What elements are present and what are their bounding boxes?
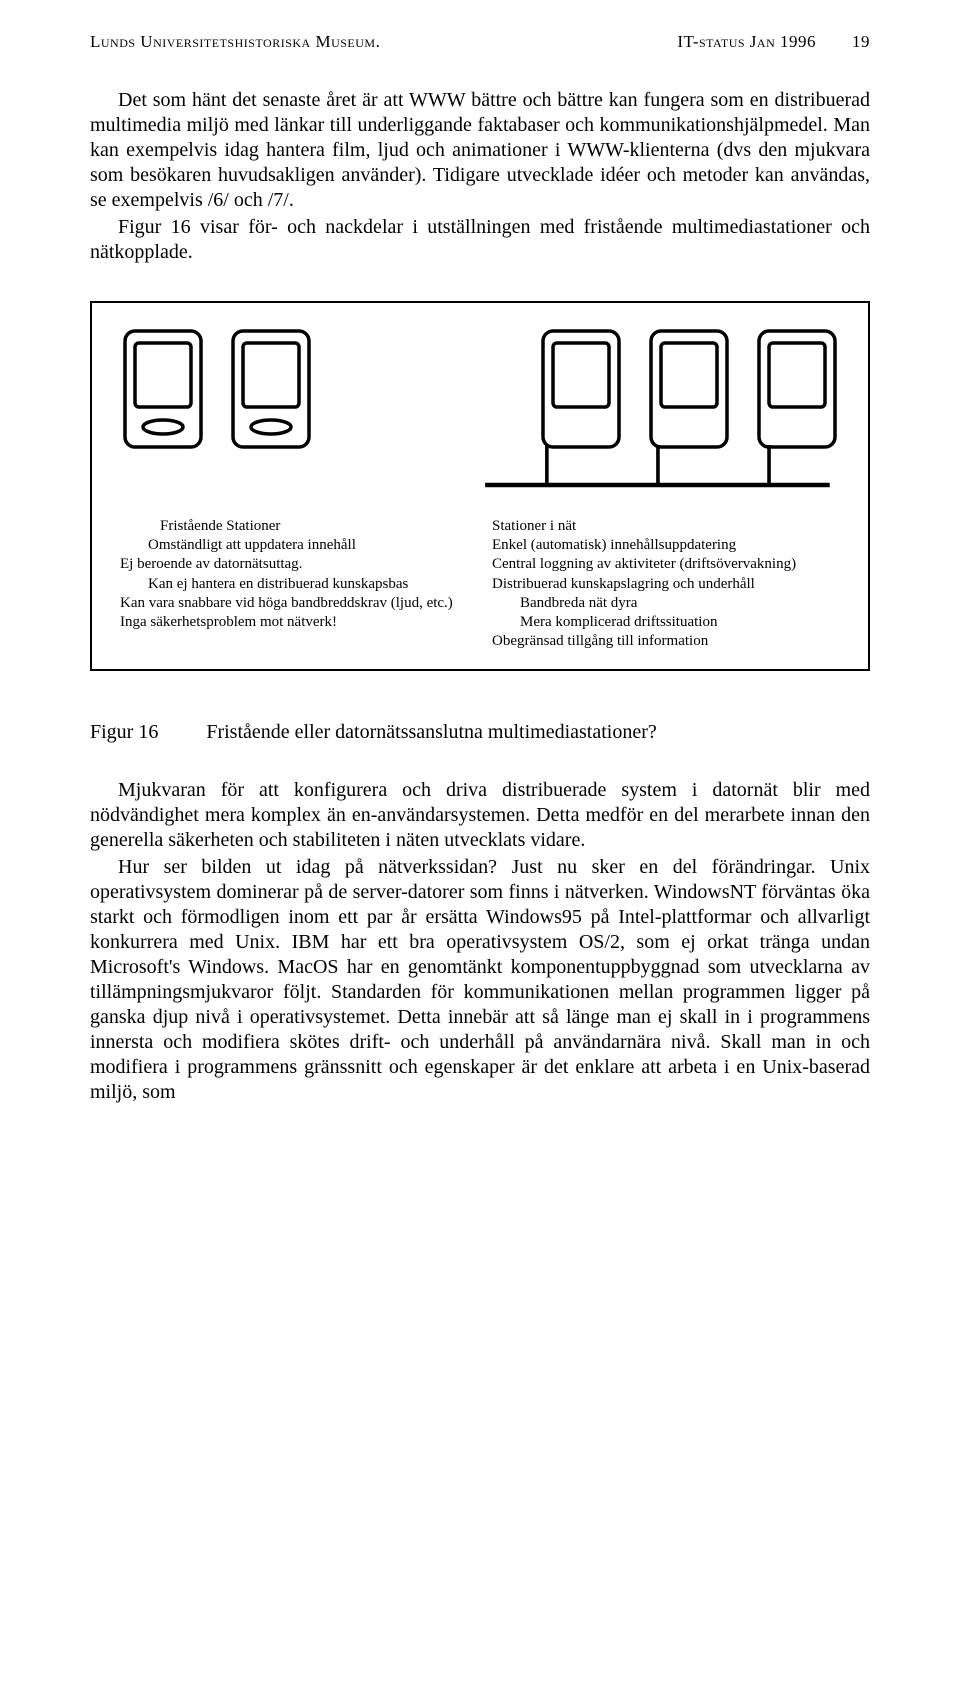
header-left: Lunds Universitetshistoriska Museum. <box>90 32 380 52</box>
networked-line: Mera komplicerad driftssituation <box>492 613 840 632</box>
station-icon <box>754 327 840 451</box>
figure-columns: Fristående Stationer Omständligt att upp… <box>120 517 840 651</box>
standalone-line: Kan vara snabbare vid höga bandbreddskra… <box>120 594 468 613</box>
figure-caption: Figur 16 Fristående eller datornätssansl… <box>90 721 870 744</box>
networked-line: Obegränsad tillgång till information <box>492 632 840 651</box>
networked-stations <box>538 327 840 451</box>
header-right-group: IT-status Jan 1996 19 <box>677 32 870 52</box>
document-page: Lunds Universitetshistoriska Museum. IT-… <box>0 0 960 1703</box>
standalone-line: Inga säkerhetsproblem mot nätverk! <box>120 613 468 632</box>
standalone-line: Omständligt att uppdatera innehåll <box>120 536 468 555</box>
paragraph-2: Figur 16 visar för- och nackdelar i utst… <box>90 215 870 265</box>
paragraph-4: Hur ser bilden ut idag på nätverkssidan?… <box>90 855 870 1105</box>
paragraph-3: Mjukvaran för att konfigurera och driva … <box>90 778 870 853</box>
station-icon <box>538 327 624 451</box>
network-connection-icon <box>120 445 840 501</box>
header-status: IT-status Jan 1996 <box>677 32 816 52</box>
networked-line: Distribuerad kunskapslagring och underhå… <box>492 575 840 594</box>
station-icon <box>228 327 314 451</box>
networked-line: Central loggning av aktiviteter (driftsö… <box>492 555 840 574</box>
networked-title: Stationer i nät <box>492 517 840 536</box>
page-number: 19 <box>852 32 870 52</box>
standalone-line: Ej beroende av datornätsuttag. <box>120 555 468 574</box>
station-icon <box>120 327 206 451</box>
station-icon <box>646 327 732 451</box>
standalone-stations <box>120 327 314 451</box>
standalone-title: Fristående Stationer <box>120 517 468 536</box>
networked-line: Bandbreda nät dyra <box>492 594 840 613</box>
running-header: Lunds Universitetshistoriska Museum. IT-… <box>90 32 870 52</box>
paragraph-1: Det som hänt det senaste året är att WWW… <box>90 88 870 213</box>
figure-16-frame: Fristående Stationer Omständligt att upp… <box>90 301 870 671</box>
standalone-line: Kan ej hantera en distribuerad kunskapsb… <box>120 575 468 594</box>
stations-row <box>120 327 840 451</box>
figure-label: Figur 16 <box>90 721 158 744</box>
figure-caption-text: Fristående eller datornätssanslutna mult… <box>206 721 656 744</box>
standalone-column: Fristående Stationer Omständligt att upp… <box>120 517 468 651</box>
networked-column: Stationer i nät Enkel (automatisk) inneh… <box>492 517 840 651</box>
networked-line: Enkel (automatisk) innehållsuppdatering <box>492 536 840 555</box>
